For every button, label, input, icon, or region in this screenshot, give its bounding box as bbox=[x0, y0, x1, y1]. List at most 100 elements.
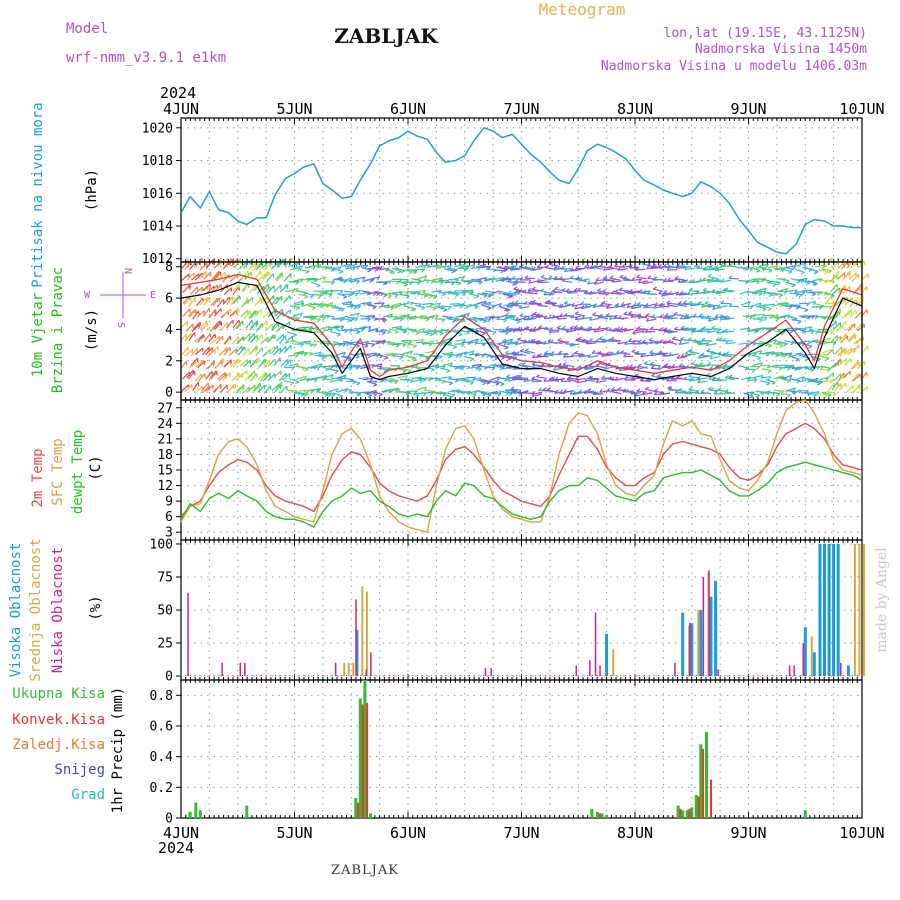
wind-barb bbox=[738, 342, 749, 345]
wind-barb bbox=[273, 370, 282, 379]
wind-barb bbox=[416, 377, 427, 380]
wind-barb bbox=[563, 390, 574, 394]
wind-barb bbox=[197, 373, 206, 382]
wind-barb-arrow bbox=[304, 295, 309, 300]
wind-barb-arrow bbox=[723, 328, 728, 332]
wind-barb bbox=[385, 353, 396, 357]
wind-barb-arrow bbox=[688, 349, 693, 353]
wind-barb-arrow bbox=[756, 280, 760, 285]
wind-barb-arrow bbox=[536, 278, 540, 283]
wind-barb-arrow bbox=[585, 340, 590, 345]
wind-barb bbox=[476, 263, 486, 268]
wind-barb bbox=[417, 275, 427, 280]
wind-barb-arrow bbox=[488, 294, 493, 298]
wind-barb bbox=[299, 269, 310, 272]
wind-barb bbox=[328, 363, 339, 368]
wind-barb-arrow bbox=[214, 309, 217, 314]
wind-barb-arrow bbox=[792, 387, 797, 392]
wind-barb bbox=[313, 331, 324, 333]
wind-barb-arrow bbox=[451, 394, 456, 398]
wind-barb-arrow bbox=[704, 265, 709, 270]
wind-barb bbox=[817, 393, 828, 396]
wind-barb-arrow bbox=[508, 393, 513, 397]
wind-barb-arrow bbox=[492, 331, 497, 335]
wind-barb bbox=[480, 301, 492, 305]
wind-barb bbox=[647, 293, 658, 296]
pressure-ytick-label: 1014 bbox=[142, 220, 173, 235]
wind-barb-arrow bbox=[590, 390, 595, 394]
wind-barb bbox=[194, 286, 203, 295]
wind-barb bbox=[838, 382, 847, 391]
wind-barb-arrow bbox=[641, 339, 646, 343]
wind-ytick-label: 8 bbox=[165, 260, 173, 275]
wind-barb-arrow bbox=[206, 322, 209, 327]
wind-barb-arrow bbox=[720, 262, 725, 266]
wind-barb bbox=[486, 330, 497, 333]
cloud-bar-high bbox=[818, 544, 822, 677]
wind-barb bbox=[794, 268, 805, 273]
wind-barb-arrow bbox=[475, 338, 479, 343]
wind-barb-arrow bbox=[506, 309, 511, 313]
wind-barb bbox=[424, 314, 435, 320]
wind-barb bbox=[184, 348, 194, 357]
cloud-bar-high bbox=[846, 665, 850, 677]
wind-barb bbox=[809, 391, 820, 394]
wind-barb bbox=[504, 316, 515, 320]
wind-barb bbox=[606, 306, 617, 309]
wind-barb bbox=[773, 375, 784, 380]
wind-barb-arrow bbox=[291, 289, 295, 294]
wind-barb-arrow bbox=[423, 386, 427, 391]
wind-barb bbox=[643, 306, 654, 309]
wind-barb bbox=[272, 347, 282, 356]
wind-barb bbox=[553, 367, 564, 371]
wind-barb-arrow bbox=[525, 326, 530, 330]
wind-barb-arrow bbox=[422, 328, 426, 333]
wind-barb-arrow bbox=[213, 360, 215, 365]
wind-barb bbox=[196, 310, 205, 318]
wind-barb-arrow bbox=[503, 265, 508, 269]
wind-barb-arrow bbox=[803, 262, 807, 267]
wind-barb-arrow bbox=[523, 378, 527, 382]
wind-barb-arrow bbox=[355, 345, 361, 349]
wind-barb-arrow bbox=[432, 307, 437, 311]
wind-barb-arrow bbox=[749, 305, 754, 310]
wind-barb-arrow bbox=[622, 275, 627, 280]
wind-barb-arrow bbox=[405, 295, 410, 299]
wind-barb-arrow bbox=[514, 300, 519, 304]
wind-barb-arrow bbox=[591, 350, 596, 354]
wind-barb bbox=[231, 372, 240, 382]
wind-barb bbox=[476, 318, 487, 322]
wind-barb bbox=[777, 340, 788, 345]
wind-barb bbox=[450, 281, 461, 284]
wind-barb-arrow bbox=[415, 394, 420, 398]
wind-barb bbox=[830, 283, 838, 293]
wind-barb-arrow bbox=[470, 358, 475, 362]
wind-barb bbox=[377, 367, 388, 371]
wind-barb-arrow bbox=[667, 315, 671, 320]
wind-barb bbox=[552, 290, 563, 294]
wind-barb-arrow bbox=[315, 388, 320, 393]
cloud-bar-high bbox=[827, 544, 831, 677]
wind-barb-arrow bbox=[371, 343, 376, 348]
wind-barb bbox=[410, 366, 421, 370]
wind-barb bbox=[684, 267, 695, 271]
wind-barb bbox=[294, 392, 305, 395]
wind-barb bbox=[471, 376, 482, 382]
wind-barb-arrow bbox=[573, 287, 578, 292]
wind-barb bbox=[249, 334, 258, 344]
wind-barb bbox=[476, 277, 487, 281]
wind-barb bbox=[467, 303, 478, 308]
wind-barb bbox=[831, 271, 839, 280]
wind-barb-arrow bbox=[465, 331, 470, 335]
wind-barb bbox=[424, 279, 435, 282]
wind-barb-arrow bbox=[446, 370, 451, 374]
wind-barb-arrow bbox=[563, 312, 568, 317]
wind-barb bbox=[184, 384, 193, 393]
wind-barb-arrow bbox=[757, 357, 762, 360]
wind-barb-arrow bbox=[472, 394, 477, 398]
wind-barb-arrow bbox=[655, 340, 659, 345]
wind-barb-arrow bbox=[587, 375, 592, 380]
wind-barb-arrow bbox=[260, 270, 262, 275]
wind-barb bbox=[320, 325, 330, 330]
